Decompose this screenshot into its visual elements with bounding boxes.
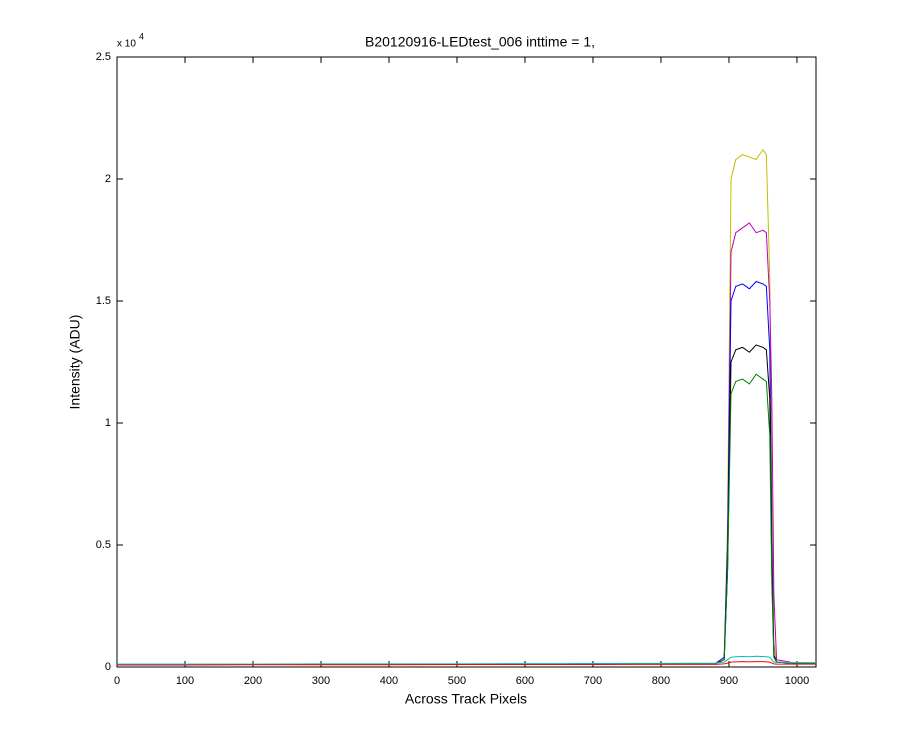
series-line <box>117 661 816 666</box>
x-tick-label: 1000 <box>785 675 809 687</box>
x-tick-label: 300 <box>312 675 330 687</box>
x-tick-label: 0 <box>114 675 120 687</box>
x-tick-label: 600 <box>516 675 534 687</box>
x-tick-label: 800 <box>652 675 670 687</box>
plot-box <box>116 56 817 668</box>
x-tick-label: 900 <box>720 675 738 687</box>
x-tick-label: 500 <box>448 675 466 687</box>
y-tick-label: 1.5 <box>96 295 111 307</box>
x-tick-label: 400 <box>380 675 398 687</box>
series-line <box>117 280 816 666</box>
series-line <box>117 148 816 666</box>
chart-title: B20120916-LEDtest_006 inttime = 1, <box>365 34 595 50</box>
x-tick-label: 700 <box>584 675 602 687</box>
series-line <box>117 222 816 666</box>
y-tick-label: 1 <box>105 417 111 429</box>
series-line <box>117 655 816 665</box>
y-tick-label: 0.5 <box>96 539 111 551</box>
y-tick-label: 0 <box>105 661 111 673</box>
y-multiplier: x 10 <box>117 39 136 50</box>
y-axis-label: Intensity (ADU) <box>67 315 83 410</box>
x-tick-label: 100 <box>176 675 194 687</box>
series-line <box>117 373 816 666</box>
x-tick-label: 200 <box>244 675 262 687</box>
y-tick-label: 2 <box>105 173 111 185</box>
series-line <box>117 344 816 666</box>
x-axis-label: Across Track Pixels <box>405 691 527 707</box>
y-tick-label: 2.5 <box>96 51 111 63</box>
y-multiplier-exponent: 4 <box>139 31 144 41</box>
